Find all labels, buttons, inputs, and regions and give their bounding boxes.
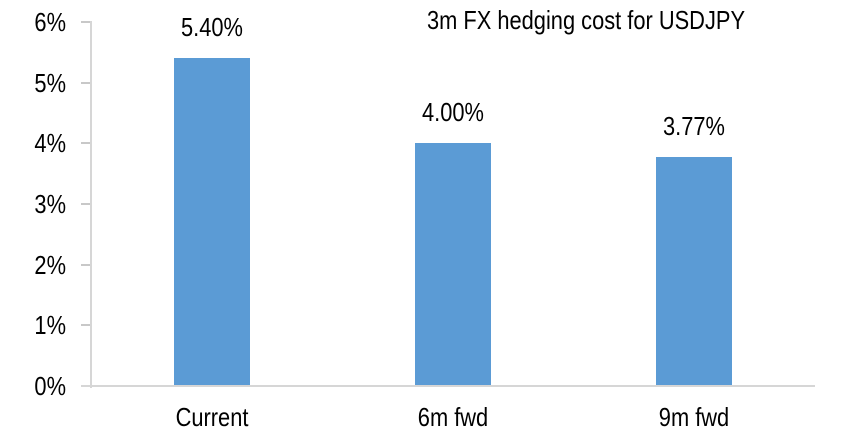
y-axis-tick	[81, 203, 91, 205]
x-tick-label-6m-fwd: 6m fwd	[417, 402, 489, 432]
y-axis-tick	[81, 263, 91, 266]
y-axis-label: 6%	[34, 7, 66, 37]
y-axis-tick	[81, 21, 91, 23]
bar-current	[173, 58, 250, 386]
bar-value-label-9m-fwd: 3.77%	[663, 111, 726, 142]
y-axis-label: 4%	[34, 128, 66, 159]
bar-6m-fwd	[415, 143, 491, 386]
bar-value-label-6m-fwd: 4.00%	[422, 97, 484, 128]
y-axis-label: 0%	[34, 371, 66, 401]
y-axis-label: 5%	[34, 67, 66, 98]
y-axis-tick	[81, 142, 91, 145]
y-axis-line	[90, 21, 92, 388]
y-axis-label: 1%	[34, 310, 66, 341]
bar-9m-fwd	[656, 157, 733, 386]
bar-value-label-current: 5.40%	[180, 12, 243, 43]
y-axis-label: 2%	[34, 249, 66, 280]
x-tick-label-current: Current	[175, 402, 249, 432]
y-axis-tick	[81, 324, 91, 327]
x-tick-label-9m-fwd: 9m fwd	[659, 402, 730, 432]
y-axis-tick	[81, 81, 91, 84]
x-axis-line	[81, 385, 815, 387]
y-axis-label: 3%	[34, 189, 66, 219]
chart-title: 3m FX hedging cost for USDJPY	[426, 5, 746, 35]
